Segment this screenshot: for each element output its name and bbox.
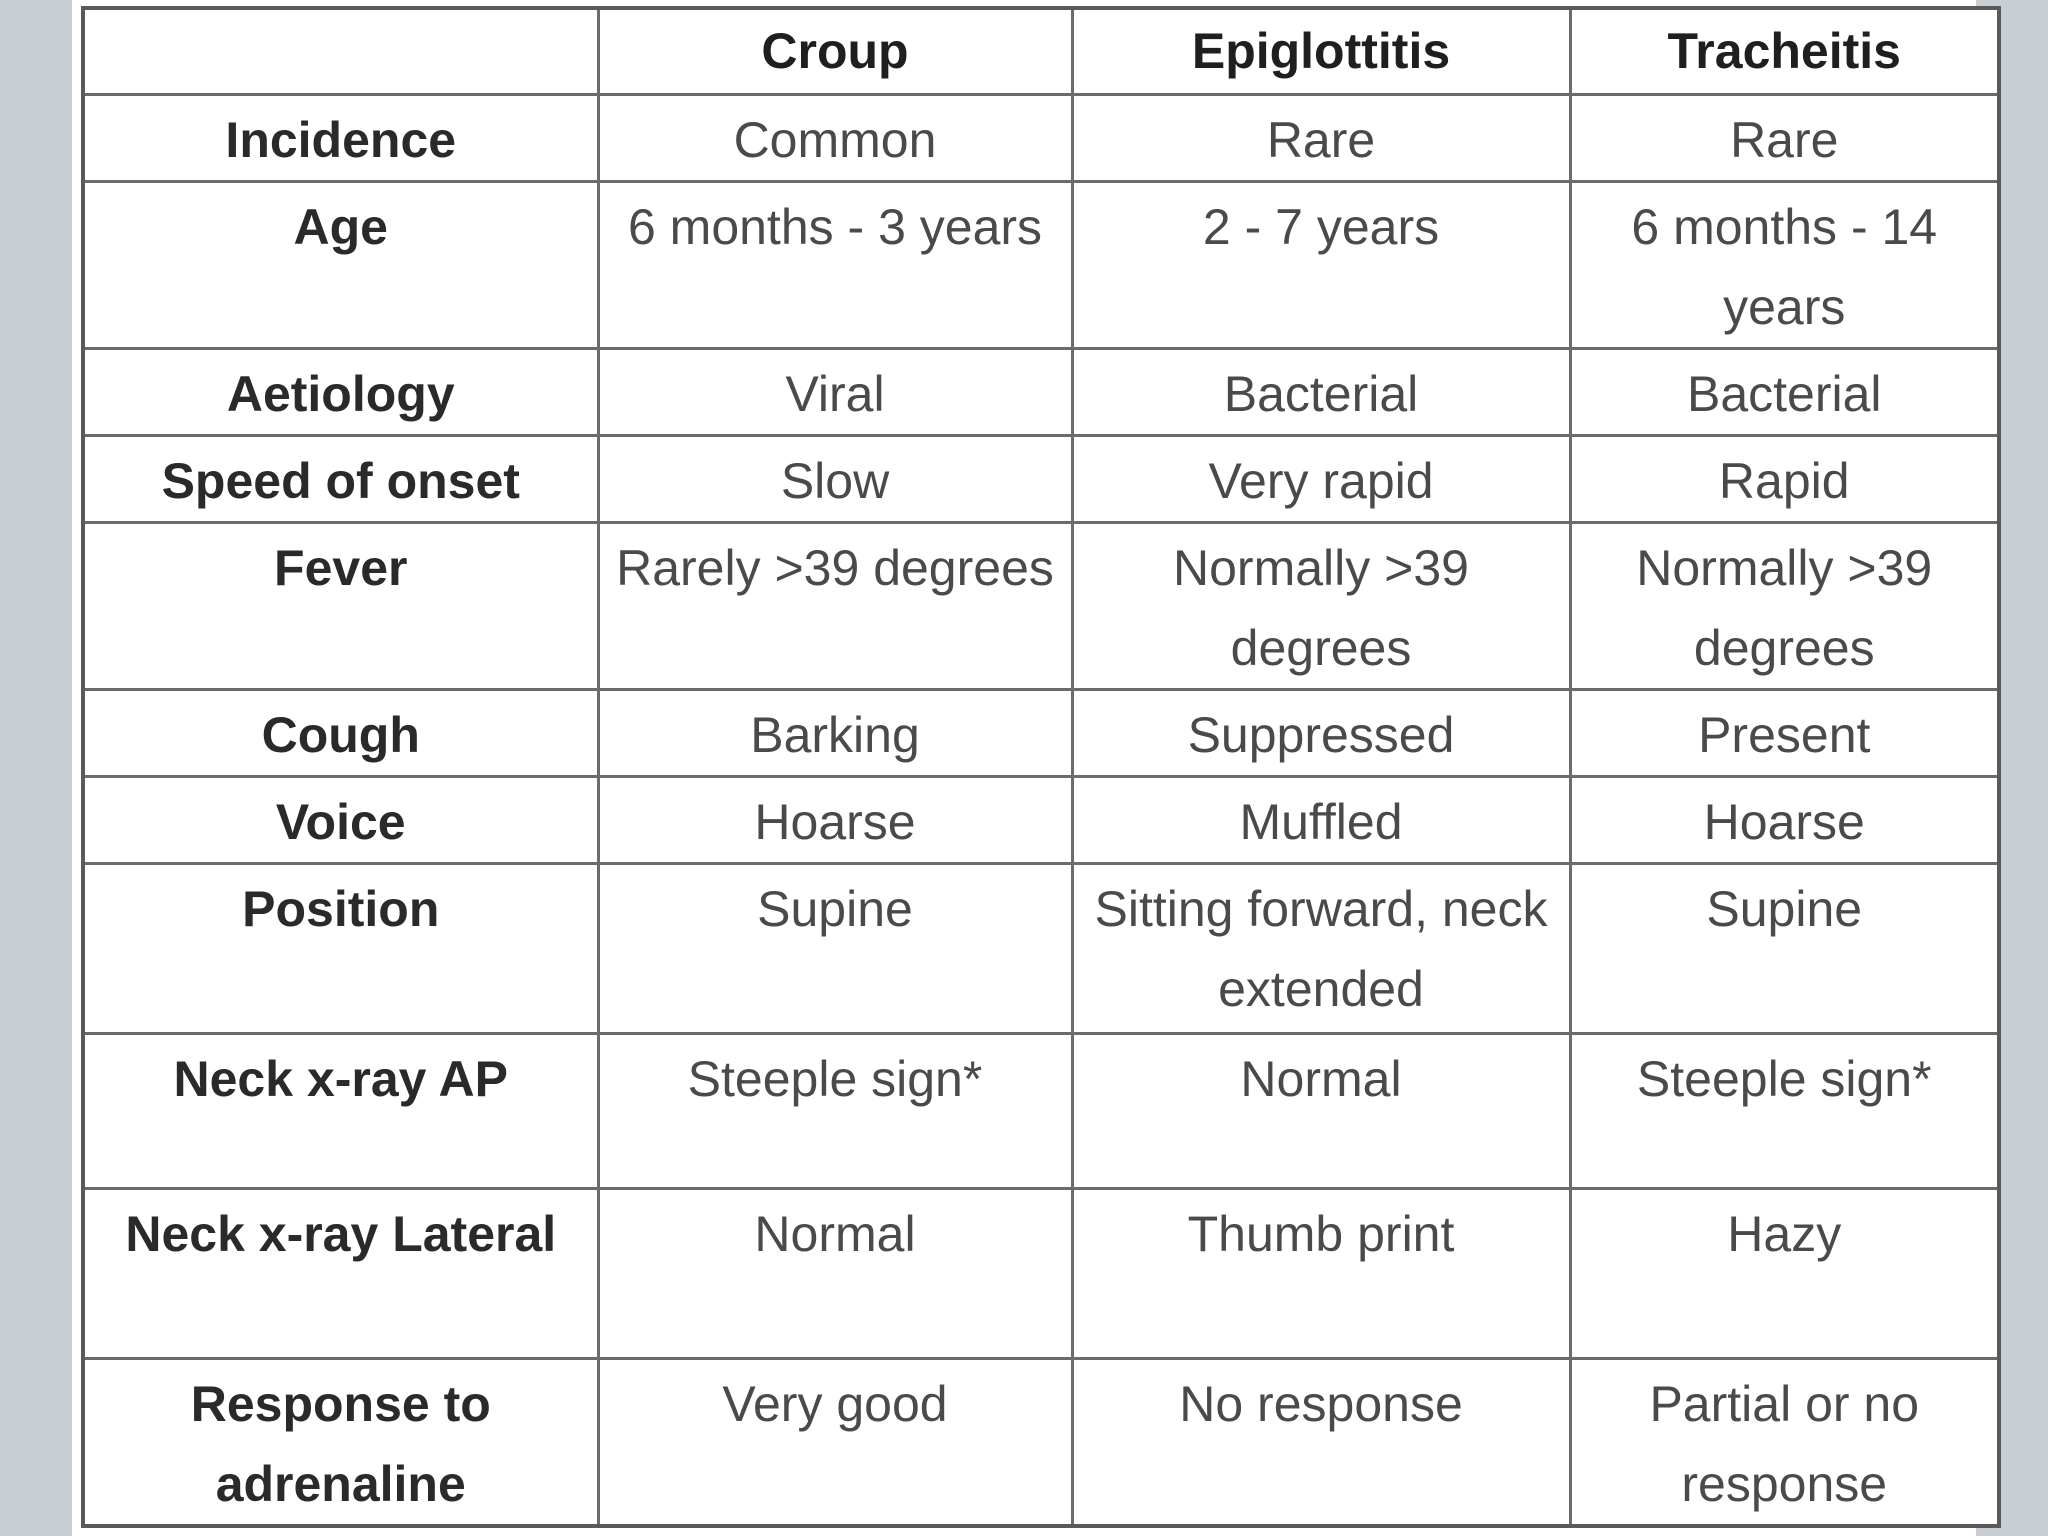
- table-cell: Normally >39 degrees: [1070, 520, 1572, 691]
- table-row: Speed of onset Slow Very rapid Rapid: [81, 433, 2001, 524]
- row-label-voice: Voice: [81, 774, 600, 865]
- table-cell: Partial or no response: [1568, 1356, 2001, 1527]
- table-row: Incidence Common Rare Rare: [81, 92, 2001, 183]
- table-cell: Very good: [596, 1356, 1074, 1527]
- row-label-aetiology: Aetiology: [81, 346, 600, 437]
- column-header-epiglottitis: Epiglottitis: [1070, 6, 1572, 96]
- table-cell: 6 months - 14 years: [1568, 179, 2001, 350]
- table-cell: Rapid: [1568, 433, 2001, 524]
- table-cell: Rarely >39 degrees: [596, 520, 1074, 691]
- table-row: Age 6 months - 3 years 2 - 7 years 6 mon…: [81, 179, 2001, 350]
- row-label-response-to-adrenaline: Response to adrenaline: [81, 1356, 600, 1527]
- row-label-neck-xray-lateral: Neck x-ray Lateral: [81, 1186, 600, 1360]
- row-label-fever: Fever: [81, 520, 600, 691]
- column-header-tracheitis: Tracheitis: [1568, 6, 2001, 96]
- table-row: Position Supine Sitting forward, neck ex…: [81, 861, 2001, 1035]
- table-row: Cough Barking Suppressed Present: [81, 687, 2001, 778]
- column-header-croup: Croup: [596, 6, 1074, 96]
- table-cell: Hoarse: [596, 774, 1074, 865]
- table-cell: Slow: [596, 433, 1074, 524]
- comparison-table-container: Croup Epiglottitis Tracheitis Incidence …: [81, 6, 2001, 1528]
- table-row: Fever Rarely >39 degrees Normally >39 de…: [81, 520, 2001, 691]
- croup-epiglottitis-tracheitis-table: Croup Epiglottitis Tracheitis Incidence …: [81, 6, 2001, 1528]
- row-label-cough: Cough: [81, 687, 600, 778]
- table-cell: 2 - 7 years: [1070, 179, 1572, 350]
- table-cell: Bacterial: [1568, 346, 2001, 437]
- table-cell: No response: [1070, 1356, 1572, 1527]
- table-cell: Steeple sign*: [596, 1031, 1074, 1190]
- table-cell: Rare: [1568, 92, 2001, 183]
- table-cell: Normal: [1070, 1031, 1572, 1190]
- table-cell: Hazy: [1568, 1186, 2001, 1360]
- table-cell: Viral: [596, 346, 1074, 437]
- table-cell: Supine: [596, 861, 1074, 1035]
- table-cell: 6 months - 3 years: [596, 179, 1074, 350]
- table-row: Aetiology Viral Bacterial Bacterial: [81, 346, 2001, 437]
- row-label-neck-xray-ap: Neck x-ray AP: [81, 1031, 600, 1190]
- table-cell: Supine: [1568, 861, 2001, 1035]
- header-corner-cell: [81, 6, 600, 96]
- table-cell: Barking: [596, 687, 1074, 778]
- table-cell: Hoarse: [1568, 774, 2001, 865]
- table-cell: Thumb print: [1070, 1186, 1572, 1360]
- table-row: Neck x-ray AP Steeple sign* Normal Steep…: [81, 1031, 2001, 1190]
- table-cell: Steeple sign*: [1568, 1031, 2001, 1190]
- table-cell: Bacterial: [1070, 346, 1572, 437]
- table-cell: Common: [596, 92, 1074, 183]
- row-label-speed-of-onset: Speed of onset: [81, 433, 600, 524]
- table-cell: Present: [1568, 687, 2001, 778]
- table-cell: Rare: [1070, 92, 1572, 183]
- table-row: Neck x-ray Lateral Normal Thumb print Ha…: [81, 1186, 2001, 1360]
- table-cell: Muffled: [1070, 774, 1572, 865]
- left-background-band: [0, 0, 72, 1536]
- table-cell: Very rapid: [1070, 433, 1572, 524]
- table-row: Voice Hoarse Muffled Hoarse: [81, 774, 2001, 865]
- table-cell: Suppressed: [1070, 687, 1572, 778]
- table-cell: Normally >39 degrees: [1568, 520, 2001, 691]
- row-label-incidence: Incidence: [81, 92, 600, 183]
- table-header-row: Croup Epiglottitis Tracheitis: [81, 6, 2001, 96]
- row-label-position: Position: [81, 861, 600, 1035]
- table-row: Response to adrenaline Very good No resp…: [81, 1356, 2001, 1527]
- table-cell: Normal: [596, 1186, 1074, 1360]
- row-label-age: Age: [81, 179, 600, 350]
- table-cell: Sitting forward, neck extended: [1070, 861, 1572, 1035]
